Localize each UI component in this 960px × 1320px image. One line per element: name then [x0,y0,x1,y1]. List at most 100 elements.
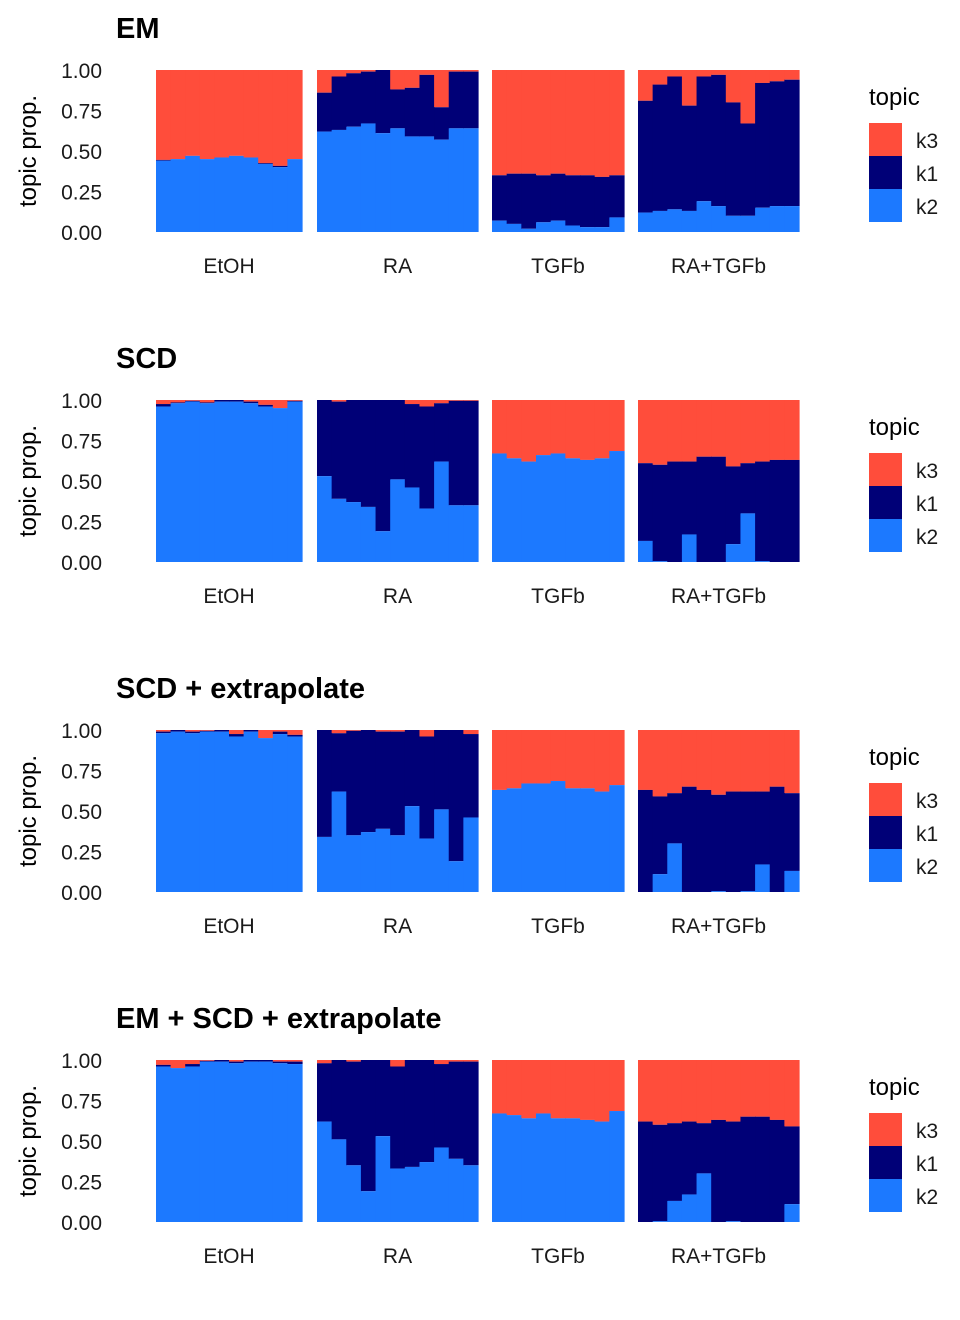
chart-title: EM + SCD + extrapolate [116,1003,442,1035]
bar-segment-k2 [609,1111,625,1222]
bar-segment-k2 [156,406,172,562]
legend-swatch-k1 [869,156,902,189]
bar-segment-k1 [360,71,377,124]
bar-segment-k1 [185,731,201,734]
bar-segment-k3 [258,70,274,164]
bar-segment-k1 [434,1064,450,1148]
bar-segment-k1 [711,794,727,892]
y-tick-label: 0.50 [61,141,102,164]
bar-segment-k1 [272,1061,288,1064]
bar-segment-k2 [594,458,610,562]
bar-segment-k1 [536,175,552,223]
bar-segment-k2 [521,461,537,562]
bar-segment-k3 [652,400,668,465]
bar-segment-k2 [404,136,421,232]
bar-segment-k3 [594,400,610,459]
bar-segment-k2 [565,225,581,232]
legend-label-k2: k2 [916,526,938,549]
bar-segment-k2 [434,139,450,232]
bar-segment-k3 [463,1060,479,1062]
y-tick-label: 1.00 [61,60,102,83]
bar-segment-k1 [696,76,712,202]
bar-segment-k3 [492,1060,508,1114]
bar-segment-k3 [580,400,596,460]
bar-segment-k2 [317,1121,333,1222]
bar-segment-k2 [434,461,450,562]
bar-segment-k1 [243,730,259,732]
bar-segment-k2 [463,128,479,232]
bar-segment-k2 [550,220,566,232]
bar-segment-k2 [638,540,654,562]
bar-segment-k3 [331,400,347,402]
bar-segment-k3 [214,70,230,158]
bar-segment-k1 [711,456,727,562]
bar-segment-k1 [214,730,230,732]
bar-segment-k3 [725,400,742,467]
bar-segment-k2 [390,128,406,232]
bar-segment-k1 [272,165,288,168]
bar-segment-k3 [594,730,610,792]
bar-segment-k2 [229,1063,245,1222]
bar-segment-k3 [331,730,347,734]
facet-etoh: EtOH [156,1060,303,1268]
y-axis-label: topic prop. [15,755,42,867]
legend-title: topic [869,84,920,111]
bar-segment-k1 [769,1119,785,1222]
bar-segment-k3 [287,1060,303,1062]
bar-segment-k2 [214,401,230,562]
bar-segment-k1 [638,100,654,213]
bar-segment-k2 [375,1136,391,1222]
bar-segment-k1 [360,730,377,833]
bar-segment-k3 [769,730,785,787]
bar-segment-k3 [740,70,756,124]
bar-segment-k3 [696,730,712,790]
legend-label-k1: k1 [916,823,938,846]
bar-segment-k3 [317,70,333,93]
bar-segment-k3 [463,730,479,735]
bar-segment-k2 [536,1113,552,1222]
bar-segment-k2 [506,458,522,562]
x-tick-label: RA [383,1245,412,1268]
bar-segment-k2 [229,736,245,892]
bar-segment-k3 [550,400,566,454]
bar-segment-k2 [360,123,377,232]
bar-segment-k2 [258,738,274,892]
bar-segment-k1 [434,403,450,462]
bar-segment-k1 [419,406,435,509]
x-tick-label: RA+TGFb [671,915,766,938]
bar-segment-k2 [609,785,625,892]
bar-segment-k1 [696,456,712,562]
bar-segment-k1 [375,70,391,134]
x-tick-label: TGFb [531,585,585,608]
bar-segment-k3 [594,70,610,177]
bar-segment-k1 [681,1121,698,1195]
bar-segment-k1 [229,734,245,737]
bar-segment-k3 [506,70,522,174]
facet-ra: RA [317,70,479,278]
bar-segment-k3 [521,730,537,784]
bar-segment-k1 [156,404,172,407]
legend-label-k1: k1 [916,493,938,516]
y-tick-label: 0.25 [61,842,102,865]
bar-segment-k3 [784,70,800,80]
facet-etoh: EtOH [156,400,303,608]
bar-segment-k2 [550,781,566,892]
bar-segment-k3 [784,400,800,460]
y-tick-label: 0.75 [61,1091,102,1114]
bar-segment-k1 [550,173,566,221]
bar-segment-k3 [229,70,245,156]
bar-segment-k2 [740,215,756,232]
bar-segment-k3 [156,1060,172,1065]
facet-ra: RA [317,1060,479,1268]
bar-segment-k1 [258,163,274,164]
bar-segment-k2 [229,401,245,562]
bar-segment-k2 [287,1064,303,1222]
bar-segment-k2 [696,1173,712,1222]
bar-segment-k2 [580,459,596,562]
bar-segment-k1 [331,76,347,130]
bar-segment-k3 [755,70,771,83]
bar-segment-k3 [434,70,450,108]
bar-segment-k1 [390,89,406,129]
bar-segment-k2 [448,861,464,892]
